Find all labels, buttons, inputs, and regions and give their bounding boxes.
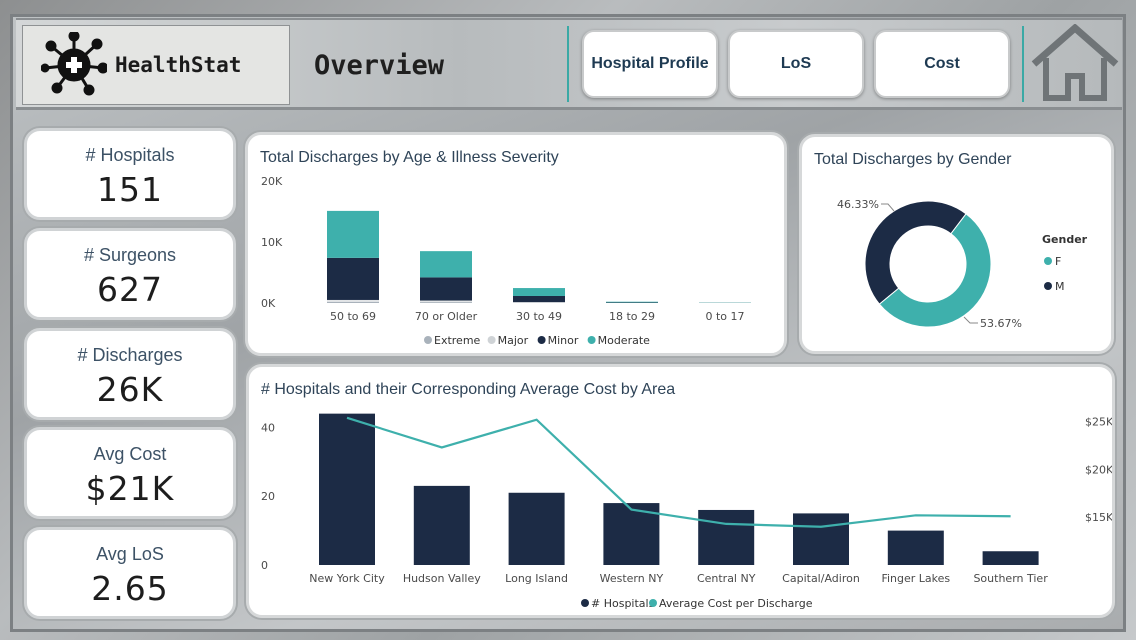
legend-label: F [1055,255,1061,268]
bar-hospitals [319,413,375,565]
legend-marker [1044,282,1052,290]
legend-marker [487,336,496,344]
data-label-leader [881,203,895,212]
bar-segment-moderate [606,301,658,303]
home-icon[interactable] [1030,24,1120,102]
bar-segment-major [420,300,472,303]
bar-hospitals [413,485,470,565]
hospital-profile-button[interactable]: Hospital Profile [582,30,718,98]
header-divider [567,26,569,102]
bar-segment-minor [513,295,565,303]
y-tick-label: 0K [261,297,276,310]
legend-marker [1044,257,1052,265]
donut-slice-m [864,200,967,305]
y-left-tick-label: 40 [261,421,275,434]
healthstat-logo-icon [41,32,107,96]
x-tick-label: 70 or Older [415,310,478,323]
kpi-value: 2.65 [91,569,169,608]
bar-segment-extreme [420,302,472,303]
cost-button[interactable]: Cost [874,30,1010,98]
bar-hospitals [887,530,944,565]
age-severity-panel: Total Discharges by Age & Illness Severi… [245,132,787,356]
x-tick-label: New York City [309,572,385,585]
y-right-tick-label: $25K [1085,416,1112,429]
bar-segment-moderate [513,288,565,296]
x-tick-label: Capital/Adiron [782,572,860,585]
logo: HealthStat [22,25,290,105]
bar-hospitals [793,513,849,565]
kpi-label: # Surgeons [83,245,177,265]
x-tick-label: Central NY [697,572,756,585]
kpi-surgeons-card: # Surgeons 627 [24,228,236,320]
kpi-label: Avg Cost [93,444,167,464]
legend-marker [581,599,589,607]
y-left-tick-label: 0 [261,559,268,572]
bar-segment-major [513,302,565,303]
hospitals-cost-panel: # Hospitals and their Corresponding Aver… [246,364,1115,618]
legend-label: Major [498,334,529,347]
kpi-value: 151 [97,170,163,209]
page-title: Overview [314,50,445,81]
y-right-tick-label: $15K [1085,511,1112,524]
kpi-value: 627 [97,270,163,309]
header-divider [1022,26,1024,102]
x-tick-label: 18 to 29 [609,310,655,323]
legend-label: M [1055,280,1065,293]
x-tick-label: Finger Lakes [881,572,950,585]
kpi-label: # Discharges [77,345,183,365]
x-tick-label: Long Island [505,572,568,585]
chart-title: Total Discharges by Age & Illness Severi… [260,149,559,166]
x-tick-label: 0 to 17 [705,310,744,323]
legend-label: Extreme [434,334,481,347]
y-tick-label: 20K [261,175,283,188]
legend-label: Minor [548,334,579,347]
legend-label: Average Cost per Discharge [659,597,813,610]
bar-segment-extreme [327,301,379,303]
hospitals-cost-chart: 40 20 0 $25K $20K $15K New York City Hudson Val… [261,413,1112,610]
gender-panel: Total Discharges by Gender 46.33% 53.67% G… [799,134,1114,354]
kpi-label: # Hospitals [85,145,175,165]
x-tick-label: Western NY [600,572,664,585]
gender-chart: 46.33% 53.67% Gender FM [837,198,1088,330]
bar-segment-moderate [420,251,472,278]
legend-title: Gender [1042,233,1088,246]
y-left-tick-label: 20 [261,490,275,503]
x-tick-label: 50 to 69 [330,310,376,323]
y-tick-label: 10K [261,236,283,249]
bar-segment-minor [327,257,379,300]
legend-marker [649,599,657,607]
legend-label: # Hospitals [591,597,655,610]
chart-title: Total Discharges by Gender [814,151,1012,168]
bar-hospitals [698,509,755,565]
donut-slice-f [878,213,992,328]
los-button[interactable]: LoS [728,30,864,98]
bar-hospitals [982,551,1039,565]
kpi-hospitals-card: # Hospitals 151 [24,128,236,220]
chart-title: # Hospitals and their Corresponding Aver… [261,381,676,398]
kpi-avg-los-card: Avg LoS 2.65 [24,527,236,619]
legend-marker [537,336,546,344]
logo-text: HealthStat [115,53,242,77]
y-right-tick-label: $20K [1085,463,1112,476]
x-tick-label: 30 to 49 [516,310,562,323]
age-severity-chart: 20K 10K 0K 50 to 69 70 or Older 30 to 49 18 to… [261,175,751,347]
legend-marker [424,336,432,344]
data-label-f: 53.67% [980,317,1022,330]
x-tick-label: Hudson Valley [403,572,481,585]
legend-marker [587,336,596,344]
kpi-discharges-card: # Discharges 26K [24,328,236,420]
bar-hospitals [508,492,565,565]
kpi-avg-cost-card: Avg Cost $21K [24,427,236,519]
bar-segment-minor [420,277,472,301]
kpi-label: Avg LoS [96,544,164,564]
data-label-m: 46.33% [837,198,879,211]
bar-segment-moderate [327,210,379,258]
kpi-value: 26K [96,370,164,409]
bar-segment-major [327,299,379,302]
data-label-leader [963,316,978,324]
line-avg-cost [346,416,1011,528]
kpi-value: $21K [85,469,175,508]
legend-label: Moderate [598,334,651,347]
x-tick-label: Southern Tier [973,572,1048,585]
